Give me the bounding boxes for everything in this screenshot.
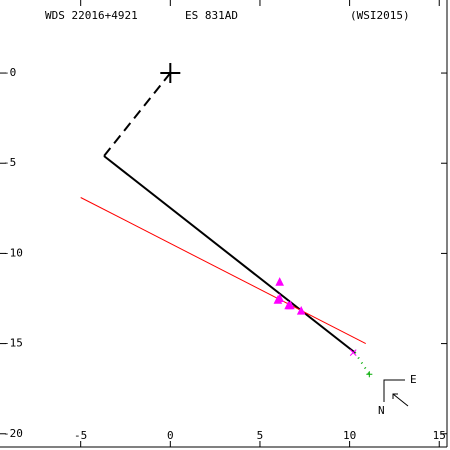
header-ref: (WSI2015) xyxy=(350,9,410,22)
primary-star xyxy=(160,63,181,84)
predicted-position xyxy=(366,371,373,378)
y-tick-label: -0 xyxy=(3,66,16,79)
measurement-cross xyxy=(349,349,357,356)
header-id: WDS 22016+4921 xyxy=(45,9,138,22)
measurement xyxy=(296,306,306,315)
compass xyxy=(383,379,409,407)
y-tick-label: -15 xyxy=(3,337,23,350)
measurement xyxy=(286,300,295,310)
x-tick-label: -5 xyxy=(74,429,87,442)
compass-east: E xyxy=(410,373,417,386)
compass-north: N xyxy=(378,404,385,417)
y-tick-label: -5 xyxy=(3,156,16,169)
line xyxy=(354,352,371,375)
x-tick-label: 15 xyxy=(433,429,446,442)
compass-arrowhead xyxy=(392,393,398,399)
line xyxy=(80,197,366,345)
y-tick-label: -20 xyxy=(3,427,23,440)
measurement xyxy=(275,293,284,302)
line xyxy=(103,72,172,157)
y-tick-label: -10 xyxy=(3,246,23,259)
line xyxy=(103,155,356,354)
compass-arrow xyxy=(392,393,409,407)
header-name: ES 831AD xyxy=(185,9,238,22)
measurement xyxy=(275,277,284,286)
x-tick-label: 0 xyxy=(167,429,174,442)
compass-axes xyxy=(383,379,405,402)
x-tick-label: 5 xyxy=(257,429,264,442)
x-tick-label: 10 xyxy=(343,429,356,442)
